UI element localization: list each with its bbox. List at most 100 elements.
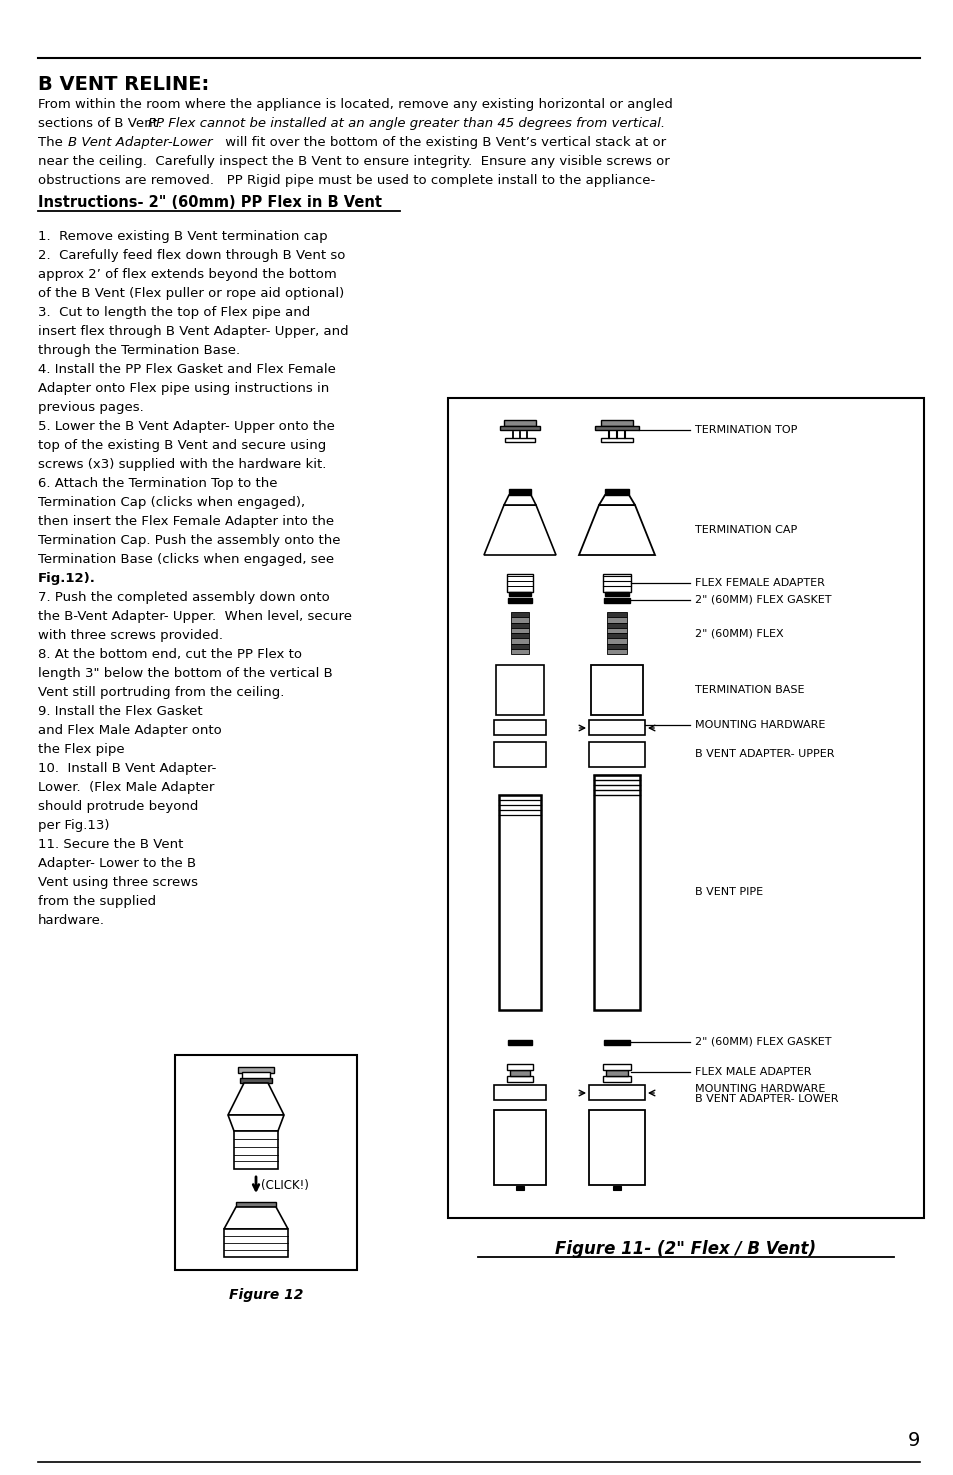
Text: Fig.12).: Fig.12). xyxy=(38,572,95,586)
Text: Figure 12: Figure 12 xyxy=(229,1288,303,1302)
Bar xyxy=(448,398,923,1218)
Bar xyxy=(504,438,535,442)
Bar xyxy=(588,1086,644,1100)
Text: the B-Vent Adapter- Upper.  When level, secure: the B-Vent Adapter- Upper. When level, s… xyxy=(38,611,352,622)
Text: Vent using three screws: Vent using three screws xyxy=(38,876,198,889)
Bar xyxy=(600,438,633,442)
Bar xyxy=(602,1063,630,1069)
Bar xyxy=(510,1069,530,1075)
Bar xyxy=(606,612,626,617)
Bar xyxy=(606,633,626,639)
Bar xyxy=(509,591,531,596)
Bar xyxy=(511,622,529,628)
Text: PP Flex cannot be installed at an angle greater than 45 degrees from vertical.: PP Flex cannot be installed at an angle … xyxy=(148,117,664,130)
Bar xyxy=(511,633,529,639)
Text: MOUNTING HARDWARE: MOUNTING HARDWARE xyxy=(695,720,824,730)
Text: from the supplied: from the supplied xyxy=(38,895,156,909)
Text: 1.  Remove existing B Vent termination cap: 1. Remove existing B Vent termination ca… xyxy=(38,230,327,243)
Text: FLEX FEMALE ADAPTER: FLEX FEMALE ADAPTER xyxy=(695,578,824,589)
Text: Termination Cap. Push the assembly onto the: Termination Cap. Push the assembly onto … xyxy=(38,534,340,547)
Text: per Fig.13): per Fig.13) xyxy=(38,819,110,832)
Bar xyxy=(494,1086,545,1100)
Bar xyxy=(509,490,531,496)
Bar xyxy=(174,1055,356,1270)
Bar xyxy=(606,617,626,622)
Text: 2" (60MM) FLEX GASKET: 2" (60MM) FLEX GASKET xyxy=(695,594,831,605)
Bar xyxy=(602,1075,630,1083)
Text: Adapter- Lower to the B: Adapter- Lower to the B xyxy=(38,857,196,870)
Bar xyxy=(516,1186,523,1190)
Bar xyxy=(506,1063,533,1069)
Bar xyxy=(606,639,626,643)
Text: should protrude beyond: should protrude beyond xyxy=(38,799,198,813)
Bar xyxy=(511,643,529,649)
Bar xyxy=(506,1075,533,1083)
Bar xyxy=(507,1040,532,1044)
Bar xyxy=(606,622,626,628)
Text: hardware.: hardware. xyxy=(38,914,105,926)
Text: MOUNTING HARDWARE: MOUNTING HARDWARE xyxy=(695,1084,824,1094)
Bar xyxy=(603,597,629,603)
Text: previous pages.: previous pages. xyxy=(38,401,144,414)
Text: 5. Lower the B Vent Adapter- Upper onto the: 5. Lower the B Vent Adapter- Upper onto … xyxy=(38,420,335,434)
Text: screws (x3) supplied with the hardware kit.: screws (x3) supplied with the hardware k… xyxy=(38,459,326,471)
Text: through the Termination Base.: through the Termination Base. xyxy=(38,344,240,357)
Text: top of the existing B Vent and secure using: top of the existing B Vent and secure us… xyxy=(38,440,326,451)
Bar xyxy=(604,490,628,496)
Text: will fit over the bottom of the existing B Vent’s vertical stack at or: will fit over the bottom of the existing… xyxy=(221,136,665,149)
Bar xyxy=(237,1066,274,1072)
Text: TERMINATION TOP: TERMINATION TOP xyxy=(695,425,797,435)
Text: (CLICK!): (CLICK!) xyxy=(261,1179,309,1192)
Bar xyxy=(606,649,626,653)
Text: Vent still portruding from the ceiling.: Vent still portruding from the ceiling. xyxy=(38,686,284,699)
Bar xyxy=(507,597,532,603)
Text: TERMINATION BASE: TERMINATION BASE xyxy=(695,684,803,695)
Bar xyxy=(511,639,529,643)
Text: B VENT ADAPTER- LOWER: B VENT ADAPTER- LOWER xyxy=(695,1094,838,1103)
Text: 2" (60MM) FLEX GASKET: 2" (60MM) FLEX GASKET xyxy=(695,1037,831,1047)
Text: 4. Install the PP Flex Gasket and Flex Female: 4. Install the PP Flex Gasket and Flex F… xyxy=(38,363,335,376)
Text: approx 2’ of flex extends beyond the bottom: approx 2’ of flex extends beyond the bot… xyxy=(38,268,336,282)
Polygon shape xyxy=(503,496,536,504)
Bar xyxy=(613,1186,620,1190)
Bar xyxy=(605,1069,627,1075)
Text: B VENT RELINE:: B VENT RELINE: xyxy=(38,75,209,94)
Polygon shape xyxy=(483,504,556,555)
Text: Termination Cap (clicks when engaged),: Termination Cap (clicks when engaged), xyxy=(38,496,305,509)
Text: From within the room where the appliance is located, remove any existing horizon: From within the room where the appliance… xyxy=(38,97,672,111)
Bar xyxy=(242,1072,270,1080)
Text: 9: 9 xyxy=(906,1431,919,1450)
Text: B VENT PIPE: B VENT PIPE xyxy=(695,886,762,897)
Bar xyxy=(588,742,644,767)
Bar xyxy=(588,720,644,735)
Bar xyxy=(590,665,642,715)
Text: with three screws provided.: with three screws provided. xyxy=(38,628,223,642)
Bar xyxy=(494,742,545,767)
Bar xyxy=(506,574,533,591)
Text: 10.  Install B Vent Adapter-: 10. Install B Vent Adapter- xyxy=(38,763,216,774)
Text: then insert the Flex Female Adapter into the: then insert the Flex Female Adapter into… xyxy=(38,515,334,528)
Bar xyxy=(498,795,540,1010)
Bar xyxy=(233,1131,277,1170)
Bar xyxy=(494,720,545,735)
Bar xyxy=(606,628,626,633)
Text: 11. Secure the B Vent: 11. Secure the B Vent xyxy=(38,838,183,851)
Text: insert flex through B Vent Adapter- Upper, and: insert flex through B Vent Adapter- Uppe… xyxy=(38,324,348,338)
Bar xyxy=(494,1111,545,1184)
Text: 2" (60MM) FLEX: 2" (60MM) FLEX xyxy=(695,628,782,639)
Bar xyxy=(511,649,529,653)
Text: Adapter onto Flex pipe using instructions in: Adapter onto Flex pipe using instruction… xyxy=(38,382,329,395)
Text: obstructions are removed.   PP Rigid pipe must be used to complete install to th: obstructions are removed. PP Rigid pipe … xyxy=(38,174,655,187)
Text: Figure 11- (2" Flex / B Vent): Figure 11- (2" Flex / B Vent) xyxy=(555,1240,816,1258)
Bar xyxy=(511,612,529,617)
Polygon shape xyxy=(228,1115,284,1131)
Text: the Flex pipe: the Flex pipe xyxy=(38,743,125,757)
Bar xyxy=(602,574,630,591)
Bar xyxy=(224,1229,288,1257)
Polygon shape xyxy=(228,1083,284,1115)
Bar xyxy=(511,617,529,622)
Text: Termination Base (clicks when engaged, see: Termination Base (clicks when engaged, s… xyxy=(38,553,334,566)
Text: 7. Push the completed assembly down onto: 7. Push the completed assembly down onto xyxy=(38,591,330,603)
Bar xyxy=(606,643,626,649)
Text: B VENT ADAPTER- UPPER: B VENT ADAPTER- UPPER xyxy=(695,749,834,760)
